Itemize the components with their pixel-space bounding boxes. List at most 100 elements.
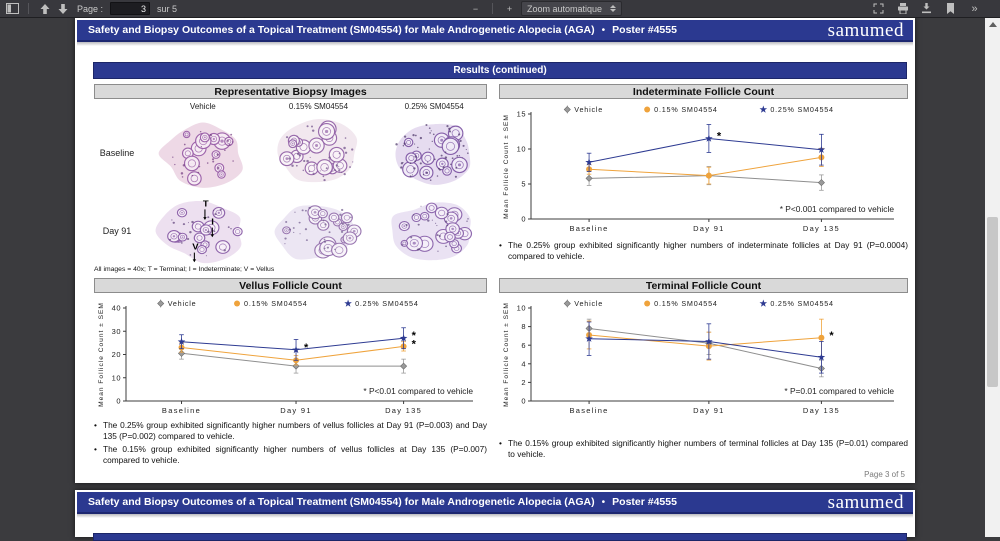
previous-page-button[interactable] — [37, 2, 52, 16]
svg-text:0: 0 — [521, 397, 526, 406]
next-page-button[interactable] — [55, 2, 70, 16]
print-icon[interactable] — [895, 2, 910, 16]
samumed-logo: samumed — [827, 491, 904, 513]
zoom-in-button[interactable]: + — [506, 3, 513, 14]
bullet-item: • The 0.25% group exhibited significantly… — [499, 240, 908, 261]
svg-text:0.25% SM04554: 0.25% SM04554 — [770, 105, 834, 114]
svg-text:0: 0 — [521, 215, 526, 224]
toolbar-divider — [492, 3, 493, 14]
select-arrows-icon — [610, 5, 617, 12]
biopsy-image-baseline-015 — [266, 114, 372, 192]
svg-text:Day 135: Day 135 — [803, 224, 840, 233]
svg-text:T: T — [203, 199, 209, 209]
svg-text:*: * — [412, 338, 417, 350]
svg-text:Day 135: Day 135 — [385, 406, 422, 415]
vertical-scrollbar[interactable] — [985, 17, 1000, 537]
svg-text:0: 0 — [116, 397, 121, 406]
poster-header: Safety and Biopsy Outcomes of a Topical … — [77, 20, 913, 42]
page-count-label: sur 5 — [157, 3, 178, 14]
svg-text:Mean Follicle Count ± SEM: Mean Follicle Count ± SEM — [98, 302, 105, 407]
svg-text:I: I — [211, 217, 214, 227]
biopsy-image-baseline-vehicle — [150, 114, 256, 192]
svg-text:15: 15 — [517, 110, 526, 119]
header-shadow — [77, 514, 913, 518]
pdf-toolbar: Page : sur 5 − + Zoom automatique » — [0, 0, 1000, 18]
svg-text:Vehicle: Vehicle — [574, 105, 603, 114]
title-separator-dot: • — [601, 496, 606, 508]
svg-text:Day 91: Day 91 — [280, 406, 312, 415]
poster-number: Poster #4555 — [612, 496, 677, 508]
svg-text:0.25% SM04554: 0.25% SM04554 — [770, 299, 834, 308]
svg-text:5: 5 — [521, 180, 526, 189]
poster-title: Safety and Biopsy Outcomes of a Topical … — [88, 496, 595, 508]
svg-text:Mean Follicle Count ± SEM: Mean Follicle Count ± SEM — [503, 114, 510, 219]
biopsy-caption: All images = 40x; T = Terminal; I = Inde… — [94, 266, 275, 273]
biopsy-image-baseline-025 — [381, 114, 487, 192]
svg-text:*: * — [829, 330, 834, 342]
svg-text:0.15% SM04554: 0.15% SM04554 — [244, 299, 308, 308]
page-number-input[interactable] — [110, 2, 151, 15]
poster-page-3: Safety and Biopsy Outcomes of a Topical … — [75, 18, 915, 483]
title-separator-dot: • — [601, 24, 606, 36]
svg-text:* P=0.01 compared to vehicle: * P=0.01 compared to vehicle — [784, 386, 894, 396]
svg-text:Baseline: Baseline — [569, 406, 608, 415]
svg-text:20: 20 — [112, 350, 121, 359]
svg-text:10: 10 — [112, 373, 121, 382]
indeterminate-follicle-chart: 0 5 10 15 Mean Follicle Count ± SEM Baseline D… — [503, 105, 895, 233]
next-section-bar-partial — [93, 533, 907, 541]
scrollbar-thumb[interactable] — [987, 217, 998, 387]
zoom-out-button[interactable]: − — [472, 3, 479, 14]
svg-text:0.15% SM04554: 0.15% SM04554 — [654, 105, 718, 114]
biopsy-image-day91-025 — [381, 195, 487, 267]
terminal-follicle-chart: 0 2 4 6 8 10 Mean Follicle Count ± SEM Baseline… — [503, 299, 894, 415]
more-tools-icon[interactable]: » — [971, 2, 978, 15]
svg-text:Vehicle: Vehicle — [574, 299, 603, 308]
biopsy-col-label-025: 0.25% SM04554 — [404, 102, 464, 111]
bullet-item: • The 0.15% group exhibited significantly… — [94, 443, 487, 465]
svg-text:Baseline: Baseline — [569, 224, 608, 233]
biopsy-panel-title: Representative Biopsy Images — [94, 84, 487, 99]
poster-number: Poster #4555 — [612, 24, 677, 36]
download-icon[interactable] — [919, 2, 934, 16]
presentation-mode-icon[interactable] — [871, 2, 886, 16]
zoom-level-select[interactable]: Zoom automatique — [521, 1, 623, 16]
indeterminate-chart-wrap: 0 5 10 15 Mean Follicle Count ± SEM Baseline D… — [499, 101, 908, 239]
svg-text:0.25% SM04554: 0.25% SM04554 — [355, 299, 419, 308]
terminal-panel-title: Terminal Follicle Count — [499, 278, 908, 293]
toolbar-divider — [28, 3, 29, 14]
svg-text:*: * — [304, 342, 309, 354]
terminal-chart-wrap: 0 2 4 6 8 10 Mean Follicle Count ± SEM Baseline… — [499, 295, 908, 421]
svg-text:40: 40 — [112, 304, 121, 313]
page-label: Page : — [77, 3, 104, 14]
svg-text:10: 10 — [517, 304, 526, 313]
svg-text:30: 30 — [112, 327, 121, 336]
header-shadow — [77, 42, 913, 46]
results-section-bar: Results (continued) — [93, 62, 907, 79]
svg-text:0.15% SM04554: 0.15% SM04554 — [654, 299, 718, 308]
svg-text:*: * — [412, 330, 417, 342]
sidebar-toggle-button[interactable] — [5, 2, 20, 16]
poster-header: Safety and Biopsy Outcomes of a Topical … — [77, 492, 913, 514]
svg-text:Vehicle: Vehicle — [168, 299, 197, 308]
biopsy-row-label-baseline: Baseline — [99, 148, 135, 158]
biopsy-row-label-day91: Day 91 — [102, 226, 132, 236]
svg-text:Mean Follicle Count ± SEM: Mean Follicle Count ± SEM — [503, 302, 510, 407]
bookmark-icon[interactable] — [943, 2, 958, 16]
scroll-up-icon[interactable] — [988, 22, 997, 27]
bullet-item: • The 0.25% group exhibited significantly… — [94, 420, 487, 441]
zoom-level-value: Zoom automatique — [527, 3, 603, 14]
poster-title: Safety and Biopsy Outcomes of a Topical … — [88, 24, 595, 36]
samumed-logo: samumed — [827, 19, 904, 41]
svg-text:* P<0.001 compared to vehicle: * P<0.001 compared to vehicle — [780, 204, 895, 214]
bullet-item: • The 0.15% group exhibited significantly… — [499, 438, 908, 459]
biopsy-image-grid: Vehicle 0.15% SM04554 0.25% SM04554 Base… — [94, 100, 487, 267]
vellus-bullets: • The 0.25% group exhibited significantly… — [94, 420, 487, 468]
svg-text:Day 91: Day 91 — [693, 406, 725, 415]
svg-text:2: 2 — [521, 378, 526, 387]
biopsy-image-day91-015 — [266, 195, 372, 267]
biopsy-col-label-vehicle: Vehicle — [189, 102, 216, 111]
svg-text:Baseline: Baseline — [162, 406, 201, 415]
svg-text:Day 135: Day 135 — [803, 406, 840, 415]
terminal-bullets: • The 0.15% group exhibited significantly… — [499, 438, 908, 462]
